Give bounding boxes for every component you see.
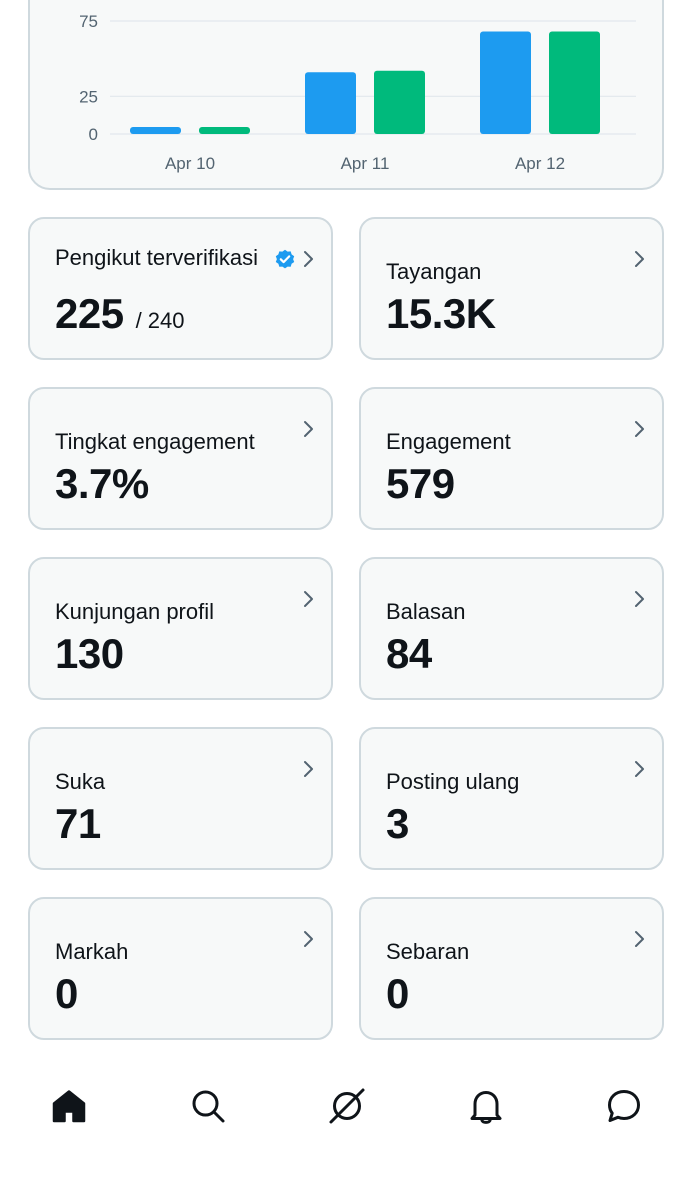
metric-label: Engagement: [386, 429, 511, 454]
metric-value-row: 225 / 240: [55, 290, 185, 338]
metric-value-row: 0: [55, 970, 78, 1018]
bar-apr-12-series-2[interactable]: [549, 31, 600, 135]
metric-card-engagement-rate[interactable]: Tingkat engagement 3.7%: [28, 387, 333, 530]
metric-value-row: 130: [55, 630, 124, 678]
nav-search-button[interactable]: [186, 1084, 230, 1128]
metric-value: 3: [386, 800, 409, 847]
metric-label: Tayangan: [386, 259, 482, 284]
metric-value: 71: [55, 800, 101, 847]
nav-messages-button[interactable]: [602, 1084, 646, 1128]
chevron-right-icon: [304, 591, 313, 607]
metric-label: Markah: [55, 939, 129, 964]
metric-value: 130: [55, 630, 124, 677]
metric-value: 0: [386, 970, 409, 1017]
metric-card-reposts[interactable]: Posting ulang 3: [359, 727, 664, 870]
chevron-right-icon: [304, 421, 313, 437]
chevron-right-icon: [635, 931, 644, 947]
metric-label: Pengikut terverifikasi: [55, 245, 258, 270]
bar-apr-12-series-1[interactable]: [480, 31, 531, 135]
bar-chart: 0 25 75 Apr 10 Apr 11 Apr 12: [79, 12, 636, 173]
metric-card-replies[interactable]: Balasan 84: [359, 557, 664, 700]
y-tick-label: 0: [89, 125, 98, 144]
metric-value-row: 3.7%: [55, 460, 149, 508]
bell-icon: [470, 1091, 502, 1124]
metric-value-row: 15.3K: [386, 290, 496, 338]
x-tick-label: Apr 11: [341, 154, 390, 173]
metric-value: 579: [386, 460, 455, 507]
metric-value-total: / 240: [135, 308, 185, 333]
metric-label: Posting ulang: [386, 769, 520, 794]
chevron-right-icon: [304, 251, 313, 267]
metric-value: 84: [386, 630, 432, 677]
metric-label: Kunjungan profil: [55, 599, 215, 624]
metric-card-bookmarks[interactable]: Markah 0: [28, 897, 333, 1040]
messages-icon: [608, 1090, 640, 1122]
home-icon: [52, 1090, 86, 1123]
nav-notifications-button[interactable]: [464, 1084, 508, 1128]
metric-card-likes[interactable]: Suka 71: [28, 727, 333, 870]
bottom-navigation: [0, 1066, 692, 1146]
chevron-right-icon: [635, 591, 644, 607]
metric-card-impressions[interactable]: Tayangan 15.3K: [359, 217, 664, 360]
metric-value-row: 71: [55, 800, 101, 848]
bar-apr-10-series-1[interactable]: [130, 127, 181, 134]
metric-label: Sebaran: [386, 939, 470, 964]
metric-card-engagements[interactable]: Engagement 579: [359, 387, 664, 530]
verified-badge-icon: [275, 249, 295, 269]
metric-value-row: 3: [386, 800, 409, 848]
y-tick-label: 75: [79, 12, 98, 31]
metric-label: Balasan: [386, 599, 466, 624]
search-icon: [192, 1090, 225, 1123]
grok-icon: [329, 1088, 365, 1124]
y-tick-label: 25: [79, 87, 98, 106]
metric-value-row: 0: [386, 970, 409, 1018]
metric-value: 225: [55, 290, 124, 337]
bar-apr-11-series-2[interactable]: [374, 70, 425, 134]
metric-label: Tingkat engagement: [55, 429, 255, 454]
metric-card-profile-visits[interactable]: Kunjungan profil 130: [28, 557, 333, 700]
chevron-right-icon: [635, 761, 644, 777]
bar-apr-11-series-1[interactable]: [305, 72, 356, 134]
metric-card-verified-followers[interactable]: Pengikut terverifikasi 225 / 240: [28, 217, 333, 360]
chevron-right-icon: [304, 761, 313, 777]
metric-value: 15.3K: [386, 290, 496, 337]
metric-value-row: 84: [386, 630, 432, 678]
metric-value: 0: [55, 970, 78, 1017]
chevron-right-icon: [635, 421, 644, 437]
metric-card-shares[interactable]: Sebaran 0: [359, 897, 664, 1040]
chevron-right-icon: [635, 251, 644, 267]
x-tick-label: Apr 10: [165, 154, 215, 173]
nav-grok-button[interactable]: [325, 1084, 369, 1128]
engagement-chart-card: 0 25 75 Apr 10 Apr 11 Apr 12: [28, 0, 664, 190]
bar-apr-10-series-2[interactable]: [199, 127, 250, 134]
chevron-right-icon: [304, 931, 313, 947]
metric-value: 3.7%: [55, 460, 149, 507]
nav-home-button[interactable]: [47, 1084, 91, 1128]
metric-value-row: 579: [386, 460, 455, 508]
metric-label: Suka: [55, 769, 106, 794]
x-tick-label: Apr 12: [515, 154, 565, 173]
